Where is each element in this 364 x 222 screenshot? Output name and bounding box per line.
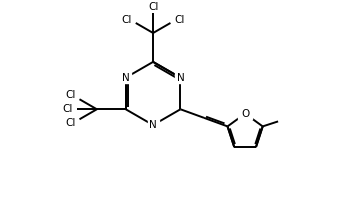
Text: N: N (122, 73, 130, 83)
Bar (175, 73, 186, 83)
Bar (147, 120, 159, 130)
Text: Cl: Cl (174, 15, 185, 25)
Text: Cl: Cl (65, 90, 75, 100)
Text: Cl: Cl (62, 104, 73, 114)
Bar (120, 73, 131, 83)
Text: Cl: Cl (148, 2, 158, 12)
Text: Cl: Cl (65, 118, 75, 128)
Text: N: N (177, 73, 184, 83)
Bar (238, 108, 252, 119)
Text: Cl: Cl (121, 15, 132, 25)
Text: N: N (149, 120, 157, 130)
Text: O: O (241, 109, 249, 119)
